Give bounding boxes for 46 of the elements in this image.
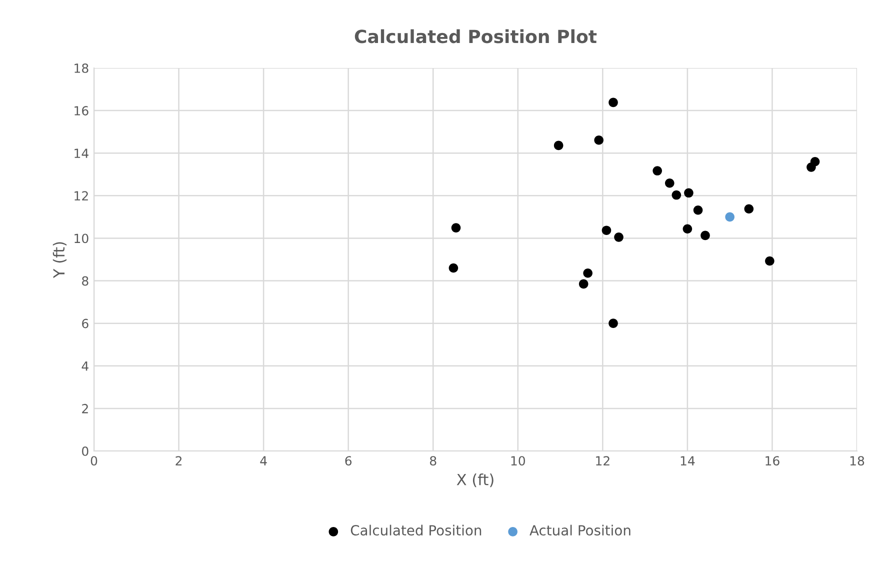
point [608,318,618,328]
legend-label: Actual Position [530,524,630,536]
point [594,135,604,145]
x-tick-label: 18 [850,456,864,466]
y-tick-label: 14 [74,148,88,158]
point [765,256,774,266]
y-tick-label: 16 [74,106,88,116]
point [451,223,461,232]
point [554,140,564,150]
x-tick-label: 16 [766,456,780,466]
y-tick-label: 12 [74,191,88,200]
point [810,156,820,166]
point [652,166,662,176]
x-axis-title: X (ft) [456,474,494,488]
point [664,178,674,188]
chart-title: Calculated Position Plot [354,29,597,44]
y-tick-label: 6 [82,318,88,328]
point [682,224,692,234]
point [614,232,624,242]
x-tick-label: 12 [596,456,610,466]
y-tick-label: 0 [82,446,88,456]
y-axis-title: Y (ft) [52,242,67,278]
y-tick-label: 8 [82,276,88,286]
y-tick-label: 2 [82,404,88,414]
y-tick-label: 10 [74,234,88,244]
y-tick-label: 18 [74,63,88,73]
point [700,230,710,240]
x-tick-label: 4 [260,456,267,466]
point [725,212,734,222]
legend-label: Calculated Position [350,524,482,536]
point [684,188,694,198]
x-tick-label: 8 [430,456,436,466]
x-tick-label: 0 [90,456,98,466]
x-tick-label: 6 [345,456,352,466]
point [672,190,682,200]
point [583,268,592,278]
point [693,205,703,215]
x-tick-label: 14 [680,456,695,466]
point [448,263,458,273]
point [578,279,588,289]
point [608,98,618,108]
y-tick-label: 4 [82,362,88,371]
x-tick-label: 2 [176,456,182,466]
x-tick-label: 10 [511,456,526,466]
point [602,226,612,236]
point [744,204,754,214]
